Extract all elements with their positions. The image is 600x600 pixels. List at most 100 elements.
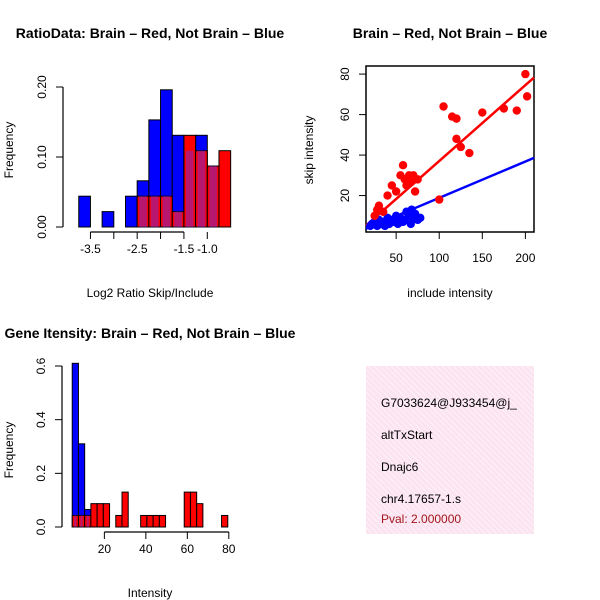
scatter-brain-point — [452, 134, 461, 144]
intensity-histogram-not-brain-bar — [77, 443, 86, 528]
intensity-histogram-brain-bar — [115, 514, 123, 528]
ratio-histogram-brain-bar — [218, 150, 232, 228]
ratio-histogram-overlap-bar — [197, 150, 206, 227]
intensity-histogram-y-tick-label: 0.2 — [34, 465, 48, 482]
ratio-histogram-xlabel: Log2 Ratio Skip/Include — [87, 286, 214, 300]
ratio-histogram-overlap-bar — [150, 196, 159, 227]
intensity-histogram-x-tick-label: 60 — [181, 542, 195, 556]
scatter-brain-point — [456, 142, 465, 152]
ratio-histogram-ylabel: Frequency — [2, 122, 16, 179]
info-locus: chr4.17657-1.s — [381, 492, 462, 506]
intensity-histogram-y-tick-label: 0.4 — [34, 411, 48, 428]
ratio-histogram-y-tick-label: 0.20 — [35, 75, 49, 99]
intensity-histogram-xlabel: Intensity — [128, 586, 173, 600]
scatter-points — [366, 69, 532, 231]
scatter-brain-point — [512, 106, 521, 115]
intensity-histogram-brain-bar — [146, 514, 154, 528]
intensity-histogram-brain-bar — [102, 503, 111, 528]
scatter-brain-point — [374, 201, 384, 210]
scatter-xlabel: include intensity — [407, 286, 492, 300]
scatter-brain-point — [521, 69, 530, 79]
ratio-histogram-x-tick-label: -1.0 — [197, 242, 218, 256]
intensity-histogram-overlap-bar — [80, 515, 83, 527]
scatter-brain-point — [439, 102, 448, 111]
info-pval: Pval: 2.000000 — [381, 512, 462, 526]
scatter-x-tick-label: 150 — [472, 251, 492, 265]
ratio-histogram-overlap-bar — [174, 211, 182, 227]
scatter-y-tick-label: 60 — [338, 108, 352, 122]
ratio-histogram-overlap-bar — [139, 196, 147, 227]
ratio-histogram-bars — [78, 89, 232, 228]
info-event-id: G7033624@J933454@j_ — [381, 396, 517, 410]
intensity-histogram-x-tick-label: 40 — [139, 542, 153, 556]
scatter-fit-lines — [365, 76, 535, 230]
scatter-brain-point — [387, 181, 397, 190]
intensity-histogram-brain-bar — [183, 491, 191, 528]
intensity-histogram-x-tick-label: 20 — [98, 542, 112, 556]
intensity-histogram-brain-bar — [189, 491, 198, 528]
info-panel: G7033624@J933454@j_ altTxStart Dnajc6 ch… — [366, 366, 534, 534]
scatter-x-tick-label: 100 — [429, 251, 449, 265]
ratio-histogram-x-tick-label: -2.5 — [127, 242, 148, 256]
scatter-title: Brain – Red, Not Brain – Blue — [353, 25, 548, 41]
scatter-y-tick-label: 80 — [338, 67, 352, 81]
intensity-histogram-brain-bar — [140, 514, 148, 528]
ratio-histogram-title: RatioData: Brain – Red, Not Brain – Blue — [16, 25, 285, 41]
intensity-histogram-x-tick-label: 80 — [222, 542, 236, 556]
ratio-histogram-overlap-bar — [209, 166, 217, 227]
ratio-histogram-x-tick-label: -3.5 — [80, 242, 101, 256]
scatter-brain-point — [391, 187, 401, 196]
scatter-brain-point — [413, 175, 422, 184]
scatter-brain-point — [478, 108, 487, 117]
intensity-histogram-brain-bar — [158, 514, 167, 528]
info-gene-name: Dnajc6 — [381, 460, 419, 474]
scatter-y-tick-label: 40 — [338, 148, 352, 162]
intensity-histogram-bars — [71, 362, 229, 528]
intensity-histogram-overlap-bar — [74, 515, 77, 527]
ratio-histogram-y-tick-label: 0.10 — [35, 145, 49, 169]
scatter-brain-point — [383, 191, 392, 200]
scatter-brain-point — [398, 160, 408, 170]
scatter-brain-point — [522, 92, 532, 101]
intensity-histogram-brain-bar — [90, 503, 98, 528]
intensity-histogram-not-brain-bar — [71, 362, 79, 528]
scatter-x-tick-label: 200 — [515, 251, 535, 265]
intensity-histogram-brain-bar — [96, 503, 104, 528]
scatter-axes: 50 100 150 200 20 40 60 80 — [338, 67, 536, 265]
intensity-histogram-title: Gene Itensity: Brain – Red, Not Brain – … — [5, 325, 296, 341]
intensity-histogram-panel: Gene Itensity: Brain – Red, Not Brain – … — [2, 325, 296, 600]
scatter-brain-point — [499, 104, 509, 113]
scatter-panel: Brain – Red, Not Brain – Blue include in… — [302, 25, 547, 300]
scatter-brain-fit-line — [365, 76, 535, 227]
intensity-histogram-brain-bar — [121, 491, 129, 528]
ratio-histogram-not-brain-bar — [101, 211, 115, 228]
ratio-histogram-not-brain-bar — [124, 195, 138, 228]
scatter-x-tick-label: 50 — [389, 251, 403, 265]
ratio-histogram-overlap-bar — [185, 150, 194, 227]
scatter-not-brain-point — [416, 213, 425, 223]
scatter-brain-point — [452, 114, 461, 123]
intensity-histogram-axes: 20 40 60 80 0.0 0.2 0.4 0.6 — [34, 357, 236, 556]
scatter-brain-point — [410, 187, 420, 196]
intensity-histogram-overlap-bar — [86, 515, 89, 527]
intensity-histogram-y-tick-label: 0.0 — [34, 518, 48, 535]
scatter-y-tick-label: 20 — [338, 189, 352, 203]
intensity-histogram-y-tick-label: 0.6 — [34, 357, 48, 374]
ratio-histogram-not-brain-bar — [78, 195, 91, 228]
ratio-histogram-panel: RatioData: Brain – Red, Not Brain – Blue… — [2, 25, 284, 300]
scatter-ylabel: skip intensity — [302, 116, 316, 185]
scatter-brain-point — [379, 207, 388, 216]
scatter-plot-frame — [365, 65, 535, 233]
intensity-histogram-ylabel: Frequency — [2, 422, 16, 479]
ratio-histogram-x-tick-label: -1.5 — [174, 242, 195, 256]
intensity-histogram-brain-bar — [196, 503, 204, 528]
intensity-histogram-brain-bar — [221, 514, 229, 528]
ratio-histogram-y-tick-label: 0.00 — [35, 215, 49, 239]
scatter-brain-point — [465, 148, 474, 158]
info-event-type: altTxStart — [381, 428, 433, 442]
scatter-brain-point — [435, 195, 444, 204]
intensity-histogram-brain-bar — [152, 514, 160, 528]
ratio-histogram-overlap-bar — [162, 196, 171, 227]
ratio-histogram-axes: -3.5 -2.5 -1.5 -1.0 0.00 0.10 0.20 — [35, 75, 218, 256]
